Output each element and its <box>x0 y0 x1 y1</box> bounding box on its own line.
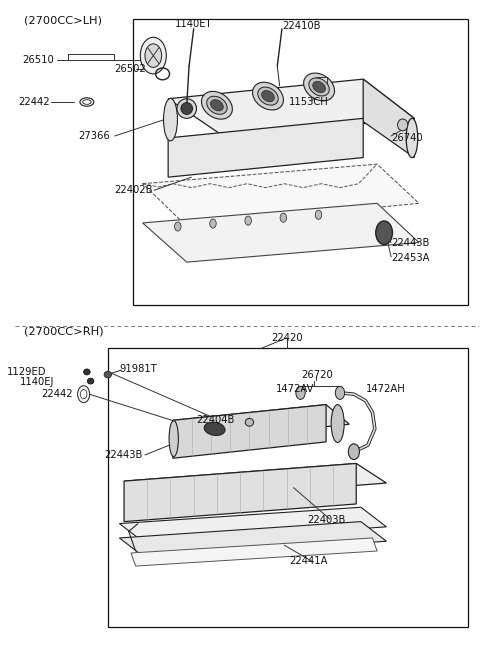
Polygon shape <box>143 203 419 262</box>
Text: 1472AV: 1472AV <box>276 384 314 394</box>
Text: 22453A: 22453A <box>391 253 430 263</box>
Ellipse shape <box>309 78 329 96</box>
Text: 22443B: 22443B <box>104 450 143 460</box>
Polygon shape <box>131 538 377 566</box>
Ellipse shape <box>207 96 227 115</box>
Text: 27366: 27366 <box>78 131 110 141</box>
Ellipse shape <box>83 100 91 104</box>
Polygon shape <box>124 464 356 521</box>
Text: 22443B: 22443B <box>391 238 430 248</box>
Text: 22403B: 22403B <box>308 515 346 525</box>
Text: 1129ED: 1129ED <box>7 367 47 377</box>
Circle shape <box>280 213 287 222</box>
Circle shape <box>296 386 305 400</box>
Circle shape <box>140 37 166 74</box>
Ellipse shape <box>80 98 94 106</box>
Bar <box>108 348 468 627</box>
Ellipse shape <box>181 103 192 115</box>
Ellipse shape <box>204 422 225 436</box>
Polygon shape <box>173 405 349 440</box>
Ellipse shape <box>177 99 196 119</box>
Text: 22402B: 22402B <box>115 185 153 195</box>
Ellipse shape <box>245 419 253 426</box>
Text: 1153CH: 1153CH <box>289 97 329 107</box>
Text: 1140ET: 1140ET <box>175 18 213 29</box>
Ellipse shape <box>331 405 344 443</box>
Ellipse shape <box>211 100 223 111</box>
Ellipse shape <box>252 83 284 110</box>
Text: 26502: 26502 <box>115 64 146 74</box>
Polygon shape <box>363 79 414 158</box>
Polygon shape <box>143 164 419 226</box>
Ellipse shape <box>84 369 90 375</box>
Text: 1140EJ: 1140EJ <box>20 377 54 387</box>
Bar <box>133 19 468 305</box>
Ellipse shape <box>164 98 178 141</box>
Polygon shape <box>168 119 363 177</box>
Text: 22442: 22442 <box>18 97 50 107</box>
Polygon shape <box>173 405 326 458</box>
Text: 22410B: 22410B <box>282 20 321 31</box>
Text: 26510: 26510 <box>23 54 54 65</box>
Text: 26740: 26740 <box>391 133 423 143</box>
Circle shape <box>210 219 216 228</box>
Text: 1472AH: 1472AH <box>366 384 405 394</box>
Ellipse shape <box>397 119 408 131</box>
Ellipse shape <box>304 73 335 101</box>
Circle shape <box>376 221 393 244</box>
Circle shape <box>336 386 345 400</box>
Circle shape <box>348 444 360 460</box>
Polygon shape <box>168 79 414 138</box>
Ellipse shape <box>104 371 111 378</box>
Circle shape <box>175 222 181 231</box>
Circle shape <box>315 210 322 219</box>
Polygon shape <box>120 521 386 557</box>
Text: 22420: 22420 <box>271 333 302 343</box>
Text: (2700CC>RH): (2700CC>RH) <box>24 326 104 336</box>
Ellipse shape <box>262 90 275 102</box>
Circle shape <box>145 44 162 67</box>
Ellipse shape <box>258 87 278 105</box>
Polygon shape <box>124 464 386 500</box>
Ellipse shape <box>169 421 179 457</box>
Circle shape <box>80 390 87 399</box>
Ellipse shape <box>87 378 94 384</box>
Circle shape <box>245 216 252 225</box>
Circle shape <box>78 386 90 403</box>
Polygon shape <box>120 507 386 543</box>
Ellipse shape <box>202 92 232 119</box>
Text: 22442: 22442 <box>41 389 73 399</box>
Text: 91981T: 91981T <box>120 364 157 373</box>
Text: 22441A: 22441A <box>289 557 327 567</box>
Text: (2700CC>LH): (2700CC>LH) <box>24 15 102 25</box>
Ellipse shape <box>313 81 325 92</box>
Text: 22404B: 22404B <box>196 415 234 425</box>
Bar <box>316 77 327 90</box>
Text: 26720: 26720 <box>301 370 333 380</box>
Ellipse shape <box>406 119 418 158</box>
